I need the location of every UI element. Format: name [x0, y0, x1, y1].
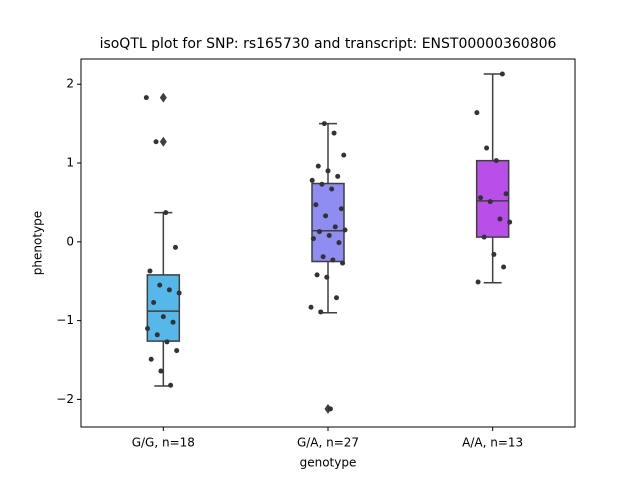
point: [493, 158, 499, 164]
point: [313, 202, 319, 208]
y-tick-label: 1: [66, 156, 74, 170]
point: [330, 257, 336, 263]
y-tick-label: −2: [56, 392, 74, 406]
x-tick-label: G/G, n=18: [132, 436, 195, 450]
point: [174, 348, 180, 354]
point: [329, 186, 335, 192]
point: [176, 290, 182, 296]
point: [148, 356, 154, 362]
point: [157, 282, 163, 288]
outlier: [159, 92, 167, 103]
x-tick-label: G/A, n=27: [297, 436, 359, 450]
point: [168, 382, 174, 388]
y-tick-label: 0: [66, 234, 74, 248]
box: [311, 182, 345, 263]
point: [145, 325, 151, 331]
point: [153, 139, 159, 145]
y-axis-label: phenotype: [31, 211, 45, 275]
point: [326, 233, 332, 239]
point: [319, 181, 325, 187]
point: [503, 191, 509, 197]
point: [151, 299, 157, 305]
point: [335, 173, 341, 179]
point: [484, 145, 490, 151]
point: [170, 319, 176, 325]
point: [336, 240, 342, 246]
y-tick-label: 2: [66, 77, 74, 91]
point: [487, 199, 493, 205]
point: [158, 368, 164, 374]
point: [501, 264, 507, 270]
point: [497, 216, 503, 222]
point: [491, 251, 497, 257]
point: [314, 272, 320, 278]
point: [320, 254, 326, 260]
point: [481, 234, 487, 240]
point: [324, 274, 330, 280]
point: [318, 309, 324, 315]
point: [340, 260, 346, 266]
outlier: [159, 136, 167, 147]
point: [327, 406, 333, 412]
point: [172, 244, 178, 250]
point: [317, 229, 322, 235]
x-tick-label: A/A, n=13: [462, 436, 523, 450]
point: [331, 130, 337, 136]
point: [499, 71, 505, 77]
point: [315, 163, 321, 169]
point: [143, 95, 149, 101]
point: [475, 279, 481, 285]
point: [478, 195, 484, 201]
point: [341, 152, 347, 158]
chart-title: isoQTL plot for SNP: rs165730 and transc…: [100, 36, 557, 52]
point: [160, 314, 166, 320]
point: [325, 168, 331, 174]
point: [163, 210, 169, 216]
point: [166, 287, 172, 293]
point: [334, 295, 339, 301]
point: [338, 206, 344, 212]
point: [323, 213, 329, 219]
point: [507, 219, 513, 225]
point: [308, 304, 314, 310]
point: [309, 177, 315, 183]
point: [147, 268, 153, 274]
point: [474, 110, 480, 116]
point: [321, 121, 327, 127]
x-axis-label: genotype: [300, 456, 357, 470]
plot-frame: [80, 58, 576, 428]
box: [146, 274, 181, 342]
point: [310, 236, 316, 242]
y-tick-label: −1: [56, 313, 74, 327]
point: [164, 339, 170, 345]
point: [332, 224, 338, 230]
point: [154, 332, 160, 338]
point: [342, 227, 348, 233]
